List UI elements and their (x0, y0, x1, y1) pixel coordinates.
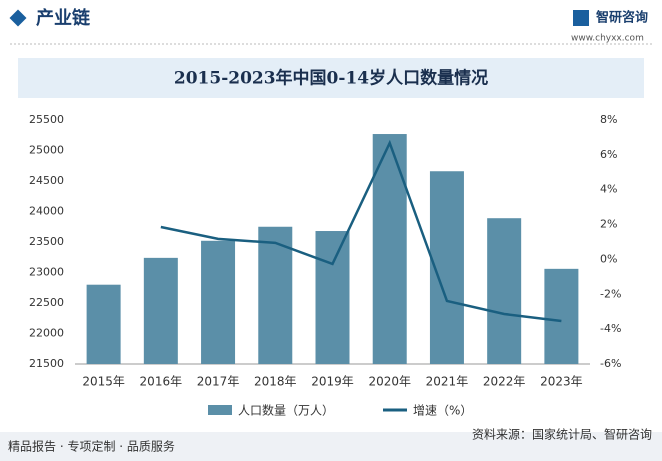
x-tick-label: 2016年 (140, 375, 183, 389)
y-tick-label: 24000 (29, 205, 64, 218)
x-tick-label: 2018年 (254, 375, 297, 389)
y-tick-label: 22500 (29, 296, 64, 309)
legend-label: 人口数量（万人） (238, 403, 334, 418)
footer-source: 资料来源：国家统计局、智研咨询 (472, 427, 652, 442)
y2-tick-label: -6% (600, 357, 621, 370)
brand-url: www.chyxx.com (571, 34, 644, 44)
y2-tick-label: 8% (600, 113, 617, 126)
footer-band (0, 432, 662, 461)
x-tick-label: 2020年 (368, 375, 411, 389)
x-tick-label: 2023年 (540, 375, 583, 389)
x-tick-label: 2017年 (197, 375, 240, 389)
y2-tick-label: 6% (600, 148, 617, 161)
y2-tick-label: -2% (600, 287, 621, 300)
legend-label: 增速（%） (413, 404, 472, 418)
y-tick-label: 23500 (29, 235, 64, 248)
brand-name: 智研咨询 (596, 10, 648, 26)
bar (544, 268, 579, 364)
y-tick-label: 24500 (29, 174, 64, 187)
line (160, 139, 562, 323)
y-tick-label: 25500 (29, 113, 64, 126)
title-band (18, 58, 644, 98)
y-tick-label: 23000 (29, 266, 64, 279)
x-tick-label: 2021年 (426, 375, 469, 389)
x-tick-label: 2015年 (82, 375, 125, 389)
bar (258, 226, 293, 364)
bar (201, 240, 236, 364)
y2-tick-label: 0% (600, 252, 617, 265)
y2-tick-label: -4% (600, 322, 621, 335)
y-tick-label: 25000 (29, 144, 64, 157)
bar (315, 231, 350, 364)
bar (143, 257, 178, 364)
x-tick-label: 2022年 (483, 375, 526, 389)
brand-logo (573, 10, 589, 26)
y-tick-label: 21500 (29, 357, 64, 370)
y2-tick-label: 4% (600, 183, 617, 196)
chart-title: 2015-2023年中国0-14岁人口数量情况 (174, 68, 488, 89)
y-tick-label: 22000 (29, 327, 64, 340)
x-tick-label: 2019年 (311, 375, 354, 389)
y2-tick-label: 2% (600, 218, 617, 231)
legend-swatch (208, 405, 232, 415)
header-title: 产业链 (36, 7, 91, 29)
footer-left: 精品报告 · 专项定制 · 品质服务 (8, 439, 175, 454)
bar (487, 218, 522, 364)
bar (86, 284, 121, 364)
header-icon (9, 9, 27, 27)
